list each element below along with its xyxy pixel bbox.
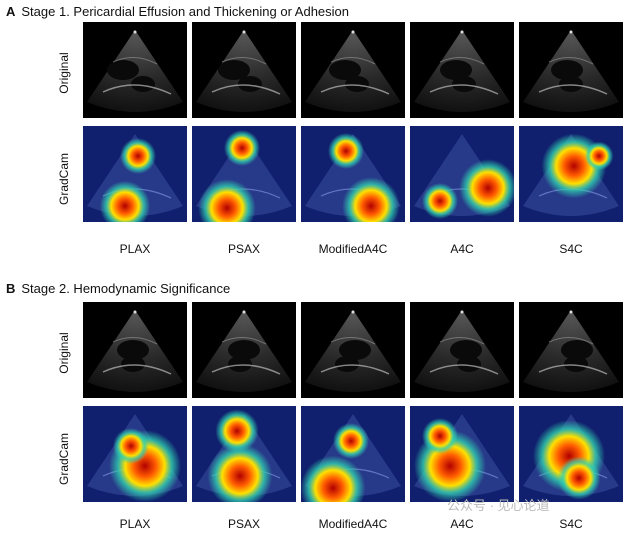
section-a-gradcam-s4c-image [519,126,623,222]
section-b-gradcam-plax-image [83,406,187,502]
section-b-gradcam-s4c-image [519,406,623,502]
section-b-letter: B [6,281,16,296]
section-b-original-modifieda4c-image [301,302,405,398]
section-b-original-s4c-image [519,302,623,398]
section-b-row-label-original: Original [57,332,71,374]
section-b-gradcam-a4c-image [410,406,514,502]
section-a-row-label-original: Original [57,52,71,94]
section-b-title-text: Stage 2. Hemodynamic Significance [21,281,231,296]
section-b-original-plax-image [83,302,187,398]
section-b-title: B Stage 2. Hemodynamic Significance [6,281,230,296]
section-a-original-modifieda4c-image [301,22,405,118]
section-a-row-label-gradcam: GradCam [57,153,71,206]
section-b-col-label-s4c: S4C [559,517,583,531]
section-a-col-label-s4c: S4C [559,242,583,256]
section-a-col-label-psax: PSAX [227,242,260,256]
section-b-original-a4c-image [410,302,514,398]
section-a-gradcam-plax-image [83,126,187,222]
section-a-gradcam-a4c-image [410,126,514,222]
section-a-original-plax-image [83,22,187,118]
section-a-gradcam-modifieda4c-image [301,126,405,222]
section-b-gradcam-modifieda4c-image [301,406,405,502]
section-a-original-psax-image [192,22,296,118]
section-b-col-label-plax: PLAX [119,517,151,531]
section-b-col-label-psax: PSAX [227,517,260,531]
section-a-letter: A [6,4,16,19]
section-a-col-label-modifieda4c: ModifiedA4C [318,242,388,256]
section-b-col-label-a4c: A4C [450,517,474,531]
section-a-title-text: Stage 1. Pericardial Effusion and Thicke… [21,4,350,19]
section-b-row-label-gradcam: GradCam [57,433,71,486]
section-b-gradcam-psax-image [192,406,296,502]
section-a-col-label-plax: PLAX [119,242,151,256]
section-b-original-psax-image [192,302,296,398]
section-a-col-label-a4c: A4C [450,242,474,256]
watermark-text: 公众号 · 见心论道 [447,498,550,513]
section-b-col-label-modifieda4c: ModifiedA4C [318,517,388,531]
section-a-gradcam-psax-image [192,126,296,222]
section-a-original-a4c-image [410,22,514,118]
section-a-original-s4c-image [519,22,623,118]
section-a-title: A Stage 1. Pericardial Effusion and Thick… [6,4,349,19]
